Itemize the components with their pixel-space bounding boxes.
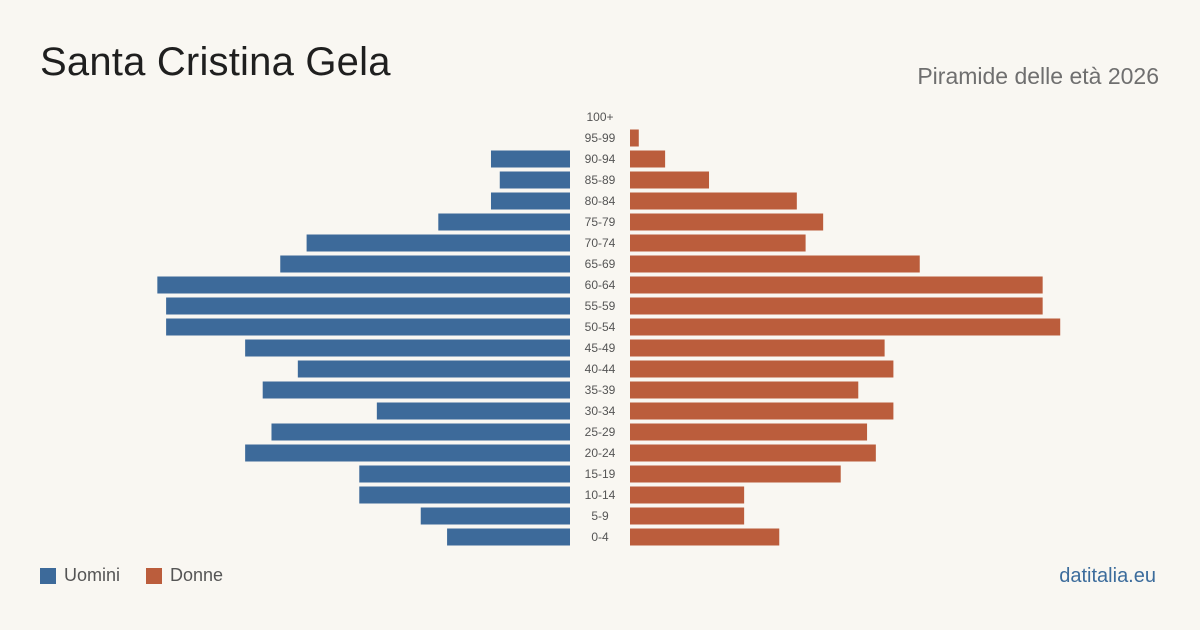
age-group-label: 40-44 bbox=[585, 362, 616, 376]
bar-women-30-34 bbox=[630, 402, 894, 420]
legend-label-men: Uomini bbox=[64, 565, 121, 585]
bar-men-70-74 bbox=[306, 234, 570, 252]
age-group-label: 15-19 bbox=[585, 467, 616, 481]
bar-women-45-49 bbox=[630, 339, 885, 357]
bar-men-75-79 bbox=[438, 213, 570, 231]
bar-men-5-9 bbox=[420, 507, 570, 525]
bar-men-25-29 bbox=[271, 423, 570, 441]
bar-men-0-4 bbox=[447, 528, 570, 546]
bar-women-20-24 bbox=[630, 444, 876, 462]
bar-men-90-94 bbox=[490, 150, 570, 168]
bar-women-70-74 bbox=[630, 234, 806, 252]
age-group-label: 55-59 bbox=[585, 299, 616, 313]
age-group-label: 0-4 bbox=[591, 530, 609, 544]
bar-men-15-19 bbox=[359, 465, 570, 483]
bar-women-55-59 bbox=[630, 297, 1043, 315]
bar-women-15-19 bbox=[630, 465, 841, 483]
age-group-label: 20-24 bbox=[585, 446, 616, 460]
legend-swatch-men bbox=[40, 567, 56, 584]
bar-men-60-64 bbox=[157, 276, 570, 294]
bar-women-85-89 bbox=[630, 171, 710, 189]
bar-men-80-84 bbox=[490, 192, 570, 210]
bar-women-0-4 bbox=[630, 528, 780, 546]
legend-label-women: Donne bbox=[170, 565, 224, 585]
bar-men-10-14 bbox=[359, 486, 570, 504]
chart-title: Santa Cristina Gela bbox=[40, 40, 391, 84]
bar-women-65-69 bbox=[630, 255, 920, 273]
age-group-label: 85-89 bbox=[585, 173, 616, 187]
bar-men-30-34 bbox=[376, 402, 570, 420]
age-group-label: 90-94 bbox=[585, 152, 616, 166]
bar-men-40-44 bbox=[297, 360, 570, 378]
age-group-label: 10-14 bbox=[585, 488, 616, 502]
bar-women-90-94 bbox=[630, 150, 666, 168]
bar-men-85-89 bbox=[499, 171, 570, 189]
age-group-label: 5-9 bbox=[591, 509, 609, 523]
bar-men-65-69 bbox=[280, 255, 570, 273]
age-group-label: 100+ bbox=[586, 110, 613, 124]
legend-swatch-women bbox=[146, 567, 163, 584]
age-group-label: 60-64 bbox=[585, 278, 616, 292]
bar-women-35-39 bbox=[630, 381, 859, 399]
bar-women-75-79 bbox=[630, 213, 824, 231]
legend-item-women: Donne bbox=[146, 565, 223, 586]
legend: Uomini Donne bbox=[40, 565, 249, 586]
bar-women-10-14 bbox=[630, 486, 745, 504]
bar-men-55-59 bbox=[166, 297, 570, 315]
bar-women-25-29 bbox=[630, 423, 868, 441]
age-group-label: 35-39 bbox=[585, 383, 616, 397]
age-group-label: 45-49 bbox=[585, 341, 616, 355]
bar-women-5-9 bbox=[630, 507, 745, 525]
bar-men-45-49 bbox=[245, 339, 570, 357]
bar-women-50-54 bbox=[630, 318, 1061, 336]
bar-women-80-84 bbox=[630, 192, 797, 210]
legend-item-men: Uomini bbox=[40, 565, 120, 586]
bar-men-20-24 bbox=[245, 444, 570, 462]
bar-women-95-99 bbox=[630, 129, 639, 147]
age-group-label: 95-99 bbox=[585, 131, 616, 145]
brand-link[interactable]: datitalia.eu bbox=[1059, 565, 1156, 587]
bar-men-50-54 bbox=[166, 318, 570, 336]
chart-subtitle: Piramide delle età 2026 bbox=[917, 63, 1159, 89]
bar-women-60-64 bbox=[630, 276, 1043, 294]
age-group-label: 50-54 bbox=[585, 320, 616, 334]
bar-women-40-44 bbox=[630, 360, 894, 378]
age-group-label: 25-29 bbox=[585, 425, 616, 439]
bar-men-35-39 bbox=[262, 381, 570, 399]
age-group-label: 30-34 bbox=[585, 404, 616, 418]
age-group-label: 65-69 bbox=[585, 257, 616, 271]
age-group-label: 70-74 bbox=[585, 236, 616, 250]
age-group-label: 80-84 bbox=[585, 194, 616, 208]
age-group-label: 75-79 bbox=[585, 215, 616, 229]
